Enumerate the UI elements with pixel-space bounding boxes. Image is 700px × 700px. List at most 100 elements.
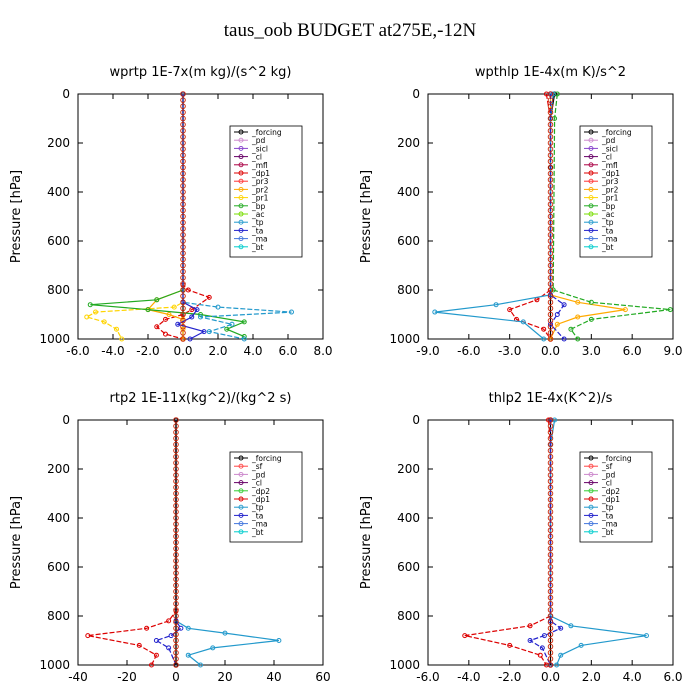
- legend-label: _ta: [251, 511, 263, 520]
- zero-line-marker: [173, 650, 179, 656]
- zero-line-marker: [547, 539, 554, 546]
- legend-label: _ta: [601, 511, 613, 520]
- legend-marker: [588, 154, 594, 160]
- series-point-bp: [588, 299, 594, 305]
- legend-marker: [238, 137, 244, 143]
- zero-line-marker: [547, 170, 554, 177]
- legend-marker: [588, 496, 594, 502]
- zero-line-marker: [547, 281, 554, 287]
- series-point-tp: [206, 329, 212, 335]
- legend-marker: [238, 162, 244, 168]
- series-line-ta: [154, 420, 182, 666]
- legend-label: _sf: [601, 462, 613, 471]
- zero-line-marker: [547, 152, 554, 158]
- x-tick-label: -2.0: [498, 670, 521, 684]
- series-point-tp: [289, 309, 294, 315]
- legend-marker: [588, 227, 594, 233]
- legend-label: _dp1: [601, 495, 620, 504]
- y-tick-label: 400: [47, 185, 70, 199]
- x-tick-label: 6.0: [278, 344, 297, 358]
- series-line-bp: [90, 94, 247, 338]
- series-point-pr2: [166, 312, 172, 317]
- zero-line-marker: [173, 454, 179, 460]
- zero-line-marker: [547, 324, 554, 330]
- series-point-pr1: [101, 319, 107, 325]
- zero-line-marker: [180, 219, 186, 226]
- series-point-dp1: [507, 642, 513, 648]
- y-tick-label: 0: [412, 87, 420, 101]
- series-point-tp: [222, 630, 228, 636]
- series-point-tp: [198, 662, 203, 668]
- zero-line-marker: [547, 146, 554, 152]
- y-tick-label: 600: [397, 234, 420, 248]
- y-tick-label: 800: [47, 609, 70, 623]
- zero-line-marker: [547, 662, 554, 668]
- series-point-tp: [493, 302, 499, 308]
- zero-line-marker: [173, 435, 179, 442]
- zero-line-marker: [547, 478, 554, 485]
- zero-line-marker: [180, 213, 186, 220]
- chart-panel-3: rtp2 1E-11x(kg^2)/(kg^2 s) Pressure [hPa]…: [9, 391, 331, 684]
- x-tick-label: -6.0: [457, 344, 480, 358]
- legend-label: _mfl: [251, 161, 268, 170]
- zero-line-marker: [173, 503, 179, 509]
- zero-line-marker: [547, 195, 554, 201]
- legend-label: _forcing: [251, 128, 282, 137]
- zero-line-marker: [547, 127, 554, 134]
- legend-marker: [238, 170, 244, 176]
- x-tick-label: 0: [172, 670, 180, 684]
- series-line-bp: [552, 93, 671, 340]
- zero-line-marker: [173, 619, 179, 625]
- y-tick-label: 200: [397, 462, 420, 476]
- zero-line-marker: [547, 417, 554, 423]
- zero-line-marker: [173, 539, 179, 546]
- legend-label: _forcing: [601, 454, 632, 463]
- zero-line-marker: [547, 613, 554, 619]
- zero-line-marker: [547, 213, 554, 220]
- legend-label: _tp: [251, 503, 264, 512]
- x-tick-label: 4.0: [623, 670, 642, 684]
- y-axis-label: Pressure [hPa]: [9, 170, 24, 263]
- series-point-tp: [558, 652, 564, 658]
- y-tick-label: 600: [47, 560, 70, 574]
- zero-line-marker: [547, 509, 554, 515]
- legend-marker: [238, 521, 244, 527]
- y-tick-label: 200: [47, 462, 70, 476]
- zero-line-marker: [173, 643, 179, 650]
- legend-marker: [588, 137, 594, 143]
- series-line-ta: [528, 420, 562, 666]
- zero-line-marker: [547, 454, 554, 460]
- zero-line-marker: [180, 330, 186, 336]
- zero-line-marker: [180, 281, 186, 287]
- legend-label: _cl: [601, 153, 612, 162]
- series-point-pr1: [114, 326, 119, 332]
- series-line-dp1: [464, 419, 552, 666]
- zero-line-marker: [180, 140, 186, 146]
- y-tick-label: 800: [397, 283, 420, 297]
- legend-marker: [588, 178, 594, 184]
- series-point-bp: [145, 307, 151, 313]
- legend-marker: [588, 521, 594, 527]
- legend-marker: [238, 463, 244, 469]
- series-point-bp: [568, 326, 574, 332]
- legend-label: _tp: [251, 218, 264, 227]
- legend-marker: [238, 504, 244, 510]
- zero-line-marker: [547, 268, 554, 275]
- legend-marker: [588, 186, 594, 192]
- x-tick-label: 60: [315, 670, 330, 684]
- zero-line-marker: [547, 256, 554, 263]
- legend-marker: [588, 170, 594, 176]
- legend-label: _pr3: [251, 177, 269, 186]
- legend-marker: [238, 154, 244, 160]
- zero-line-marker: [547, 189, 554, 195]
- series-point-dp1: [166, 618, 172, 624]
- zero-line-marker: [547, 625, 554, 632]
- zero-line-marker: [547, 140, 554, 146]
- series-point-ta: [561, 336, 567, 342]
- zero-line-marker: [173, 509, 179, 515]
- legend-marker: [588, 512, 594, 518]
- chart-panel-4: thlp2 1E-4x(K^2)/s Pressure [hPa] -6.0 -4.0…: [359, 391, 683, 684]
- zero-line-marker: [547, 570, 554, 576]
- legend-label: _ma: [601, 520, 618, 529]
- zero-line-marker: [173, 558, 179, 564]
